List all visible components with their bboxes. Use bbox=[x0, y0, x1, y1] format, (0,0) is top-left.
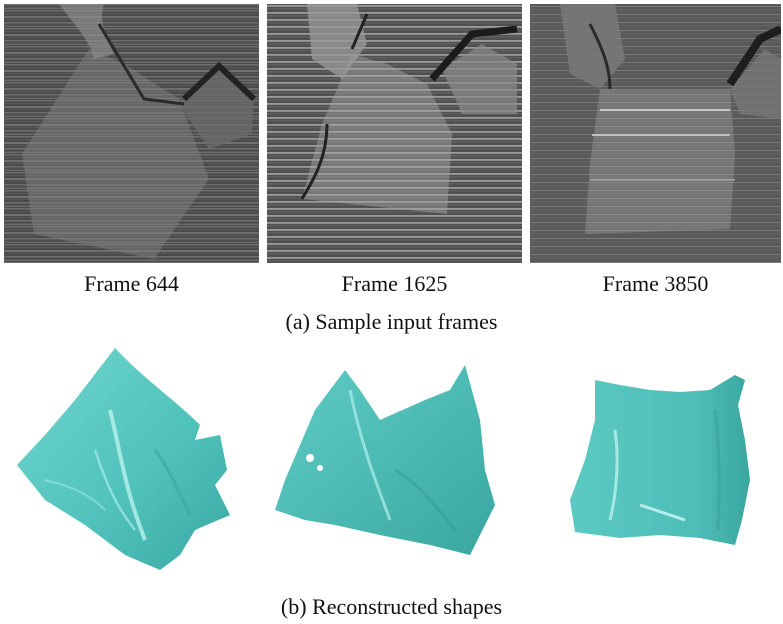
input-frame-1625 bbox=[267, 4, 522, 263]
reconstructed-shape-1625 bbox=[275, 365, 495, 555]
caption-reconstructed-shapes: (b) Reconstructed shapes bbox=[280, 594, 503, 619]
frame-label: Frame 1625 bbox=[341, 271, 448, 296]
frame-label: Frame 644 bbox=[84, 271, 179, 296]
reconstructed-shape-644 bbox=[17, 348, 230, 570]
input-frame-644 bbox=[4, 4, 259, 263]
caption-input-frames: (a) Sample input frames bbox=[285, 309, 498, 334]
input-frame-3850 bbox=[530, 4, 781, 263]
reconstructed-shape-3850 bbox=[570, 375, 750, 545]
frame-label: Frame 3850 bbox=[602, 271, 709, 296]
